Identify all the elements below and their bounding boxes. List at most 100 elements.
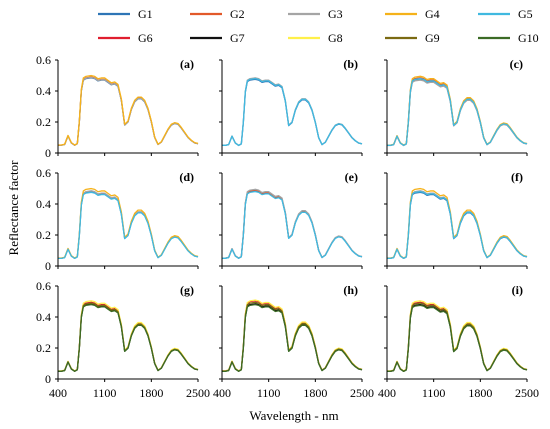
series-line-g8	[58, 300, 199, 372]
legend-label-g9: G9	[425, 31, 440, 45]
series-line-g3	[387, 190, 528, 259]
legend-label-g4: G4	[425, 7, 440, 21]
panel-f: (f)	[384, 170, 528, 269]
panel-label: (g)	[180, 283, 194, 297]
y-tick-label: 0.2	[36, 115, 51, 129]
series-line-g10	[222, 303, 363, 372]
series-line-g5	[222, 77, 363, 146]
series-line-g7	[387, 303, 528, 372]
x-tick-label: 1100	[93, 386, 117, 400]
panel-c: (c)	[384, 57, 528, 156]
x-tick-label: 400	[49, 386, 67, 400]
series-line-g1	[222, 78, 363, 147]
series-line-g2	[387, 77, 528, 146]
series-line-g4	[387, 187, 528, 259]
series-line-g5	[387, 190, 528, 259]
y-tick-label: 0.2	[36, 341, 51, 355]
panel-b: (b)	[219, 57, 363, 156]
panel-d: (d)	[55, 170, 199, 269]
legend-label-g1: G1	[138, 7, 153, 21]
axis-lines	[221, 60, 362, 154]
panel-label: (e)	[345, 170, 358, 184]
x-tick-labels: 400 1100 1800 2500 400 1100 1800 2500 400 1100 180…	[49, 386, 539, 400]
panel-a: (a)	[55, 57, 199, 156]
series-line-g9	[387, 302, 528, 372]
series-line-g3	[222, 77, 363, 146]
x-tick-label: 1800	[468, 386, 492, 400]
series-line-g4	[387, 75, 528, 146]
panel-label: (f)	[511, 170, 523, 184]
y-axis-label: Reflectance factor	[6, 160, 21, 256]
series-line-g7	[58, 303, 199, 372]
y-tick-label: 0.2	[36, 228, 51, 242]
series-line-g6	[387, 301, 528, 372]
panel-label: (c)	[510, 57, 523, 71]
legend-label-g8: G8	[328, 31, 343, 45]
legend-label-g3: G3	[328, 7, 343, 21]
axis-lines	[221, 173, 362, 267]
series-line-g5	[387, 77, 528, 146]
panel-label: (h)	[343, 283, 358, 297]
y-tick-label: 0	[45, 372, 51, 386]
axis-lines	[386, 173, 527, 267]
panel-label: (a)	[180, 57, 194, 71]
x-tick-label: 2500	[350, 386, 374, 400]
series-line-g2	[58, 76, 199, 146]
series-line-g3	[387, 79, 528, 147]
panel-label: (i)	[512, 283, 523, 297]
y-tick-label: 0.6	[36, 53, 51, 67]
y-tick-label: 0.4	[36, 310, 51, 324]
legend-label-g10: G10	[518, 31, 539, 45]
legend-label-g7: G7	[230, 31, 245, 45]
legend-label-g2: G2	[230, 7, 245, 21]
series-line-g10	[58, 303, 199, 372]
series-line-g8	[387, 300, 528, 372]
series-line-g9	[58, 302, 199, 372]
series-line-g4	[58, 74, 199, 146]
panel-h: (h)	[219, 283, 363, 382]
y-tick-label: 0.4	[36, 197, 51, 211]
series-line-g1	[58, 77, 199, 146]
x-tick-label: 400	[378, 386, 396, 400]
series-line-g3	[222, 188, 363, 259]
y-tick-label: 0.6	[36, 279, 51, 293]
x-axis-label: Wavelength - nm	[249, 408, 338, 423]
x-tick-label: 1100	[422, 386, 446, 400]
x-tick-label: 2500	[186, 386, 210, 400]
series-line-g4	[58, 187, 199, 259]
series-line-g5	[222, 190, 363, 259]
y-tick-label: 0.6	[36, 166, 51, 180]
x-tick-label: 1800	[139, 386, 163, 400]
panel-label: (d)	[179, 170, 194, 184]
series-line-g5	[58, 191, 199, 260]
legend-label-g5: G5	[518, 7, 533, 21]
axis-lines	[57, 60, 198, 154]
series-line-g1	[58, 190, 199, 259]
series-line-g2	[222, 189, 363, 259]
axis-lines	[386, 286, 527, 380]
series-line-g7	[222, 303, 363, 372]
series-line-g1	[222, 190, 363, 259]
panels: (a) (b) (c) (d) (e) (f) (g) (h) (i)	[55, 57, 528, 382]
y-tick-label: 0	[45, 259, 51, 273]
series-line-g6	[58, 301, 199, 372]
axis-lines	[386, 60, 527, 154]
y-tick-labels: 0 0.2 0.4 0.6 0 0.2 0.4 0.6 0 0.2 0.4 0.6	[36, 53, 51, 386]
series-line-g9	[222, 301, 363, 372]
y-tick-label: 0.4	[36, 84, 51, 98]
x-tick-label: 1100	[257, 386, 281, 400]
legend-label-g6: G6	[138, 31, 153, 45]
x-tick-label: 400	[213, 386, 231, 400]
series-line-g3	[58, 190, 199, 259]
panel-i: (i)	[384, 283, 528, 382]
series-line-g8	[222, 299, 363, 372]
series-line-g6	[222, 300, 363, 372]
panel-g: (g)	[55, 283, 199, 382]
x-tick-label: 1800	[303, 386, 327, 400]
legend: G1 G2 G3 G4 G5 G6 G7 G8 G9 G10	[98, 7, 539, 45]
panel-e: (e)	[219, 170, 363, 269]
series-line-g1	[387, 78, 528, 147]
panel-label: (b)	[343, 57, 358, 71]
axis-lines	[57, 173, 198, 267]
